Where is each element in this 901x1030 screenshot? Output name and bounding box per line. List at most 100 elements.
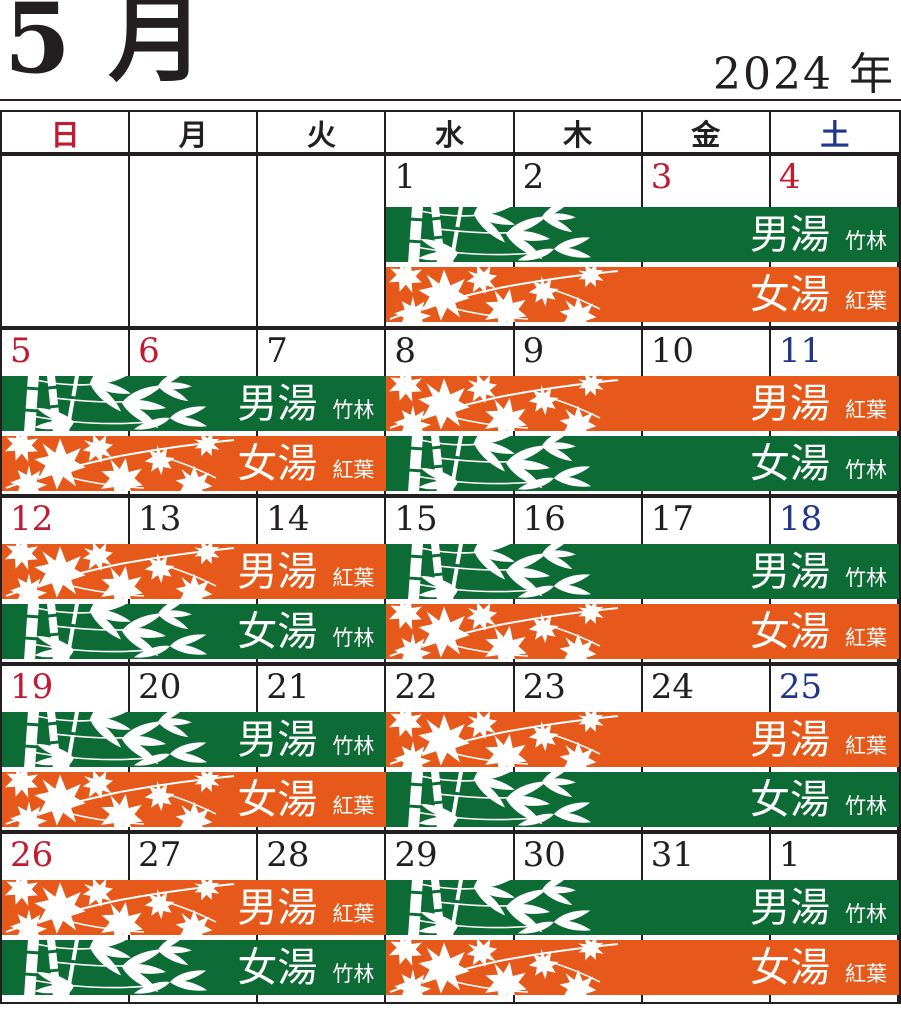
bath-band-text: 女湯 竹林 [237, 948, 374, 988]
weekday-cell: 火 [258, 112, 387, 154]
bath-band-text: 男湯 紅葉 [237, 552, 374, 592]
date-number: 24 [650, 667, 694, 707]
bath-band-text: 男湯 紅葉 [750, 384, 887, 424]
weekday-label: 木 [563, 118, 593, 152]
date-number: 29 [394, 835, 438, 875]
bamboo-icon [2, 712, 242, 767]
bath-theme-label: 紅葉 [332, 458, 375, 482]
date-number: 11 [778, 331, 823, 371]
bath-band: 女湯 紅葉 [386, 940, 899, 995]
weekday-cell: 月 [130, 112, 259, 154]
date-cell [130, 156, 259, 326]
bath-theme-label: 竹林 [332, 626, 375, 650]
bath-band: 男湯 紅葉 [386, 712, 899, 767]
bath-band: 男湯 紅葉 [2, 544, 387, 599]
bath-theme-label: 竹林 [844, 229, 887, 253]
date-number: 3 [650, 157, 673, 197]
date-number: 20 [138, 667, 182, 707]
bath-theme-label: 竹林 [844, 794, 887, 818]
bath-band-text: 男湯 竹林 [750, 888, 887, 928]
weekday-label: 火 [306, 118, 336, 152]
bath-theme-label: 紅葉 [844, 398, 887, 422]
bath-label: 男湯 [237, 885, 318, 931]
bath-band: 女湯 紅葉 [386, 604, 899, 659]
maple-icon [386, 376, 626, 431]
date-number: 15 [394, 499, 438, 539]
bath-theme-label: 竹林 [844, 566, 887, 590]
bath-band-text: 女湯 竹林 [750, 780, 887, 820]
week-row: 12 13 14 15 16 17 18 男湯 紅葉 女湯 竹林 男湯 竹林 女湯 紅葉 [2, 498, 899, 666]
date-number: 17 [650, 499, 694, 539]
bath-theme-label: 紅葉 [844, 289, 887, 313]
maple-icon [386, 267, 626, 322]
bath-band: 女湯 紅葉 [2, 436, 387, 491]
date-cell [2, 156, 131, 326]
bath-band: 男湯 竹林 [386, 544, 899, 599]
date-number: 12 [10, 499, 54, 539]
date-number: 30 [522, 835, 566, 875]
bath-band-text: 女湯 紅葉 [750, 948, 887, 988]
date-cell [258, 156, 387, 326]
calendar-table: 日月火水木金土 1 2 3 4 男湯 竹林 女湯 紅葉 5 6 7 8 9 10 11 男湯 竹林 女湯 紅葉 男湯紅… [0, 110, 901, 1004]
date-number: 4 [778, 157, 801, 197]
bath-band-text: 女湯 竹林 [750, 444, 887, 484]
bamboo-icon [386, 207, 626, 262]
bath-theme-label: 紅葉 [844, 962, 887, 986]
bath-label: 女湯 [749, 272, 830, 318]
maple-icon [2, 544, 242, 599]
bath-theme-label: 竹林 [332, 734, 375, 758]
date-number: 10 [650, 331, 694, 371]
date-number: 21 [266, 667, 310, 707]
date-number: 26 [10, 835, 54, 875]
bath-band-text: 女湯 紅葉 [750, 275, 887, 315]
date-number: 9 [522, 331, 545, 371]
bath-band-text: 男湯 竹林 [750, 215, 887, 255]
bath-label: 男湯 [237, 381, 318, 427]
weekday-cell: 水 [386, 112, 515, 154]
maple-icon [2, 772, 242, 827]
bamboo-icon [2, 376, 242, 431]
date-number: 14 [266, 499, 310, 539]
bath-band: 男湯 竹林 [386, 880, 899, 935]
bath-theme-label: 紅葉 [844, 626, 887, 650]
maple-icon [386, 604, 626, 659]
bath-theme-label: 紅葉 [332, 902, 375, 926]
date-number: 25 [778, 667, 823, 707]
month-title: 5 月 [4, 0, 207, 95]
date-number: 22 [394, 667, 438, 707]
weekday-cell: 木 [515, 112, 643, 154]
bath-band: 女湯 竹林 [2, 940, 387, 995]
date-number: 2 [522, 157, 545, 197]
bath-label: 女湯 [237, 945, 318, 991]
bamboo-icon [386, 544, 626, 599]
maple-icon [386, 940, 626, 995]
bath-label: 男湯 [749, 381, 830, 427]
page-header: 5 月 2024 年 [0, 0, 901, 101]
bamboo-icon [386, 436, 626, 491]
maple-icon [386, 712, 626, 767]
bath-theme-label: 竹林 [332, 962, 375, 986]
weekday-label: 日 [50, 118, 80, 152]
bath-theme-label: 紅葉 [844, 734, 887, 758]
bath-band: 男湯 竹林 [386, 207, 899, 262]
bamboo-icon [2, 604, 242, 659]
bath-label: 女湯 [237, 441, 318, 487]
year-title: 2024 年 [713, 49, 895, 100]
week-row: 5 6 7 8 9 10 11 男湯 竹林 女湯 紅葉 男湯 紅葉 女湯 竹林 [2, 330, 899, 498]
bath-theme-label: 竹林 [844, 902, 887, 926]
bath-band: 男湯 竹林 [2, 712, 387, 767]
date-number: 19 [10, 667, 54, 707]
weekday-label: 水 [434, 118, 464, 152]
bath-band: 女湯 紅葉 [2, 772, 387, 827]
bath-band-text: 男湯 紅葉 [750, 720, 887, 760]
bath-band: 女湯 竹林 [2, 604, 387, 659]
bath-label: 女湯 [749, 945, 830, 991]
bath-label: 男湯 [749, 212, 830, 258]
bath-band: 女湯 竹林 [386, 436, 899, 491]
date-number: 1 [394, 157, 417, 197]
date-number: 27 [138, 835, 182, 875]
weekday-row: 日月火水木金土 [2, 112, 899, 156]
bath-band: 女湯 紅葉 [386, 267, 899, 322]
date-number: 5 [10, 331, 32, 371]
